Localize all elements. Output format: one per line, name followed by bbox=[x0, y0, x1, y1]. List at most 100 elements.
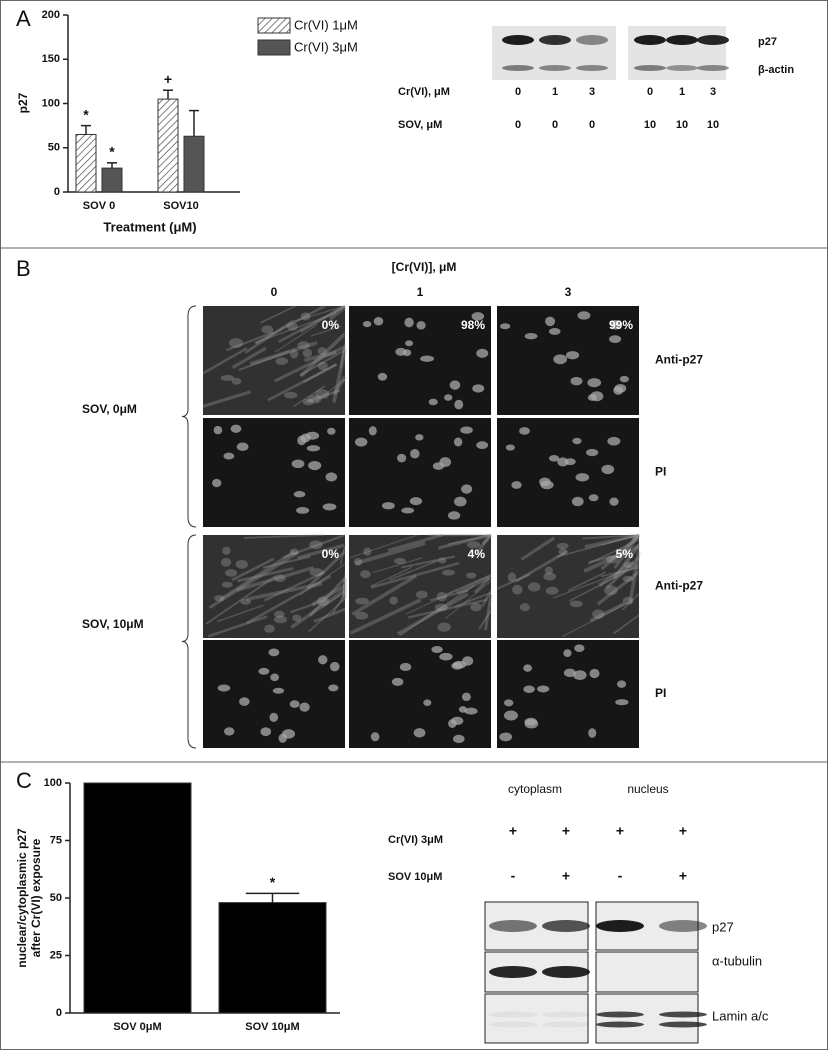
micrograph bbox=[497, 418, 639, 527]
bar bbox=[218, 902, 327, 1014]
cell-streak bbox=[315, 378, 346, 403]
nucleus bbox=[609, 335, 622, 344]
cell-streak bbox=[483, 594, 493, 631]
row-value: 0 bbox=[647, 86, 653, 98]
cell-streak bbox=[255, 312, 337, 344]
band-label: α-tubulin bbox=[712, 953, 762, 968]
band-label: p27 bbox=[712, 919, 734, 934]
y-tick-label: 200 bbox=[42, 9, 60, 21]
nucleus bbox=[545, 316, 556, 327]
nucleus bbox=[377, 372, 388, 381]
nucleus bbox=[354, 557, 363, 566]
cell-streak bbox=[408, 598, 488, 619]
nucleus bbox=[553, 354, 568, 365]
error-bar bbox=[107, 162, 117, 169]
nucleus bbox=[619, 375, 629, 383]
cell-streak bbox=[556, 534, 640, 558]
nucleus bbox=[274, 574, 286, 582]
cell-streak bbox=[396, 592, 469, 636]
nucleus bbox=[416, 321, 426, 330]
blot-band bbox=[489, 1011, 537, 1018]
group-label: SOV, 0μM bbox=[82, 402, 137, 416]
nucleus bbox=[222, 546, 231, 555]
nucleus bbox=[413, 728, 426, 738]
nucleus bbox=[292, 614, 302, 622]
nucleus bbox=[213, 425, 223, 435]
nucleus bbox=[575, 473, 590, 482]
nucleus bbox=[264, 624, 275, 633]
nucleus bbox=[431, 645, 443, 654]
cell-streak bbox=[292, 305, 346, 323]
cell-streak bbox=[612, 543, 641, 580]
panel-label: A bbox=[16, 6, 31, 31]
cell-streak bbox=[328, 305, 347, 321]
nucleus bbox=[613, 386, 624, 395]
nucleus bbox=[230, 424, 242, 433]
cell-streak bbox=[481, 590, 493, 607]
blot-band bbox=[697, 65, 729, 71]
y-axis-label: nuclear/cytoplasmic p27 bbox=[15, 828, 29, 968]
nucleus bbox=[503, 699, 514, 707]
nucleus bbox=[585, 448, 599, 457]
cell-streak bbox=[515, 549, 569, 583]
micrograph bbox=[203, 533, 347, 638]
cell-streak bbox=[372, 557, 423, 574]
treatment-label: SOV 10μM bbox=[388, 871, 442, 883]
micrograph-bg bbox=[203, 418, 345, 527]
nucleus bbox=[437, 622, 451, 632]
nucleus bbox=[454, 399, 464, 410]
micrograph-haze bbox=[203, 306, 345, 415]
cell-streak bbox=[473, 575, 493, 594]
nucleus bbox=[368, 426, 377, 436]
nucleus bbox=[524, 717, 538, 726]
micrograph bbox=[349, 640, 491, 748]
nucleus bbox=[527, 582, 541, 592]
cell-streak bbox=[387, 533, 443, 552]
nucleus bbox=[224, 727, 235, 736]
cell-streak bbox=[202, 347, 248, 375]
treatment-mark: - bbox=[618, 868, 623, 884]
panel-title: [Cr(VI)], μM bbox=[392, 260, 457, 274]
nucleus bbox=[570, 376, 583, 386]
cell-streak bbox=[496, 573, 531, 590]
nucleus bbox=[325, 472, 338, 482]
nucleus bbox=[564, 458, 576, 466]
nucleus bbox=[258, 667, 270, 675]
nucleus bbox=[309, 568, 324, 577]
nucleus bbox=[360, 570, 371, 579]
nucleus bbox=[381, 502, 395, 510]
nucleus bbox=[472, 384, 485, 393]
micrograph bbox=[497, 640, 639, 748]
y-tick-label: 0 bbox=[56, 1007, 62, 1019]
nucleus bbox=[362, 321, 372, 328]
blot-band bbox=[634, 35, 666, 45]
nucleus bbox=[302, 398, 314, 406]
nucleus bbox=[572, 437, 582, 445]
blot-band bbox=[576, 65, 608, 71]
cell-streak bbox=[615, 547, 640, 578]
nucleus bbox=[470, 602, 482, 612]
blot-band bbox=[666, 65, 698, 71]
nucleus bbox=[461, 692, 471, 702]
micrograph-bg bbox=[497, 640, 639, 748]
nucleus bbox=[273, 615, 287, 624]
cell-streak bbox=[600, 566, 640, 578]
nucleus bbox=[454, 496, 467, 507]
cell-streak bbox=[445, 580, 492, 620]
nucleus bbox=[235, 559, 248, 569]
blot-band bbox=[596, 1021, 644, 1028]
blot-band bbox=[539, 35, 571, 45]
cell-streak bbox=[437, 533, 492, 550]
cell-streak bbox=[456, 575, 490, 595]
cell-streak bbox=[231, 346, 267, 369]
cell-streak bbox=[589, 602, 626, 623]
cell-streak bbox=[583, 544, 640, 573]
nucleus bbox=[307, 394, 322, 404]
cell-streak bbox=[399, 584, 475, 636]
y-tick-label: 100 bbox=[44, 777, 62, 789]
nucleus bbox=[505, 444, 515, 451]
cell-streak bbox=[349, 598, 422, 635]
blot-band bbox=[659, 920, 707, 932]
nucleus bbox=[549, 327, 561, 335]
